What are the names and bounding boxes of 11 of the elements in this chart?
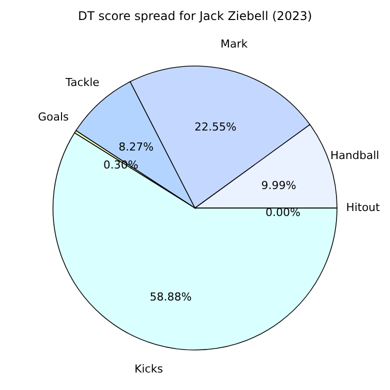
slice-label: Tackle [64, 76, 100, 90]
data-label: 9.99% [261, 178, 296, 192]
slice-label: Handball [330, 149, 380, 162]
data-label: 22.55% [194, 120, 236, 134]
data-label: 8.27% [118, 140, 154, 154]
category-label: Hitout [346, 201, 380, 214]
slice-label: Goals [38, 110, 70, 124]
slice-label: Mark [220, 38, 248, 51]
slice-label: Kicks [134, 362, 164, 376]
chart-title: DT score spread for Jack Ziebell (2023) [78, 9, 312, 23]
data-label: 58.88% [150, 290, 192, 304]
